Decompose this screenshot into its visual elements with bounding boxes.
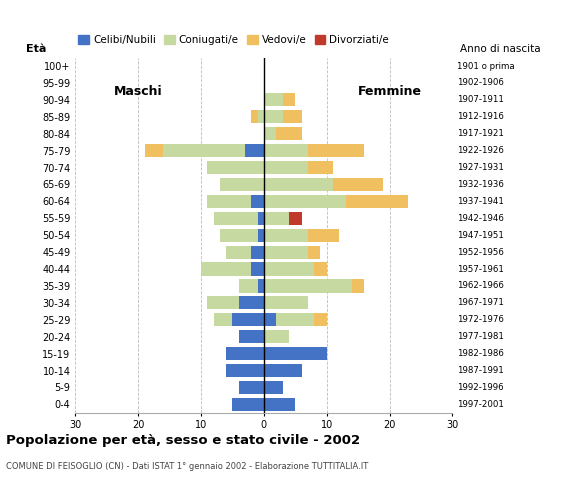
Bar	[264, 381, 283, 394]
Bar	[220, 178, 264, 191]
Text: 1952-1956: 1952-1956	[458, 248, 504, 257]
Bar	[264, 296, 308, 310]
Bar	[258, 212, 264, 225]
Text: 1987-1991: 1987-1991	[458, 366, 504, 375]
Text: 1912-1916: 1912-1916	[458, 112, 504, 121]
Bar	[251, 245, 264, 259]
Bar	[207, 161, 264, 174]
Text: 1907-1911: 1907-1911	[458, 96, 504, 104]
Text: Anno di nascita: Anno di nascita	[460, 44, 541, 54]
Bar	[308, 144, 364, 157]
Text: 1962-1966: 1962-1966	[458, 281, 504, 290]
Bar	[264, 279, 352, 292]
Bar	[308, 161, 333, 174]
Bar	[208, 296, 239, 310]
Bar	[264, 212, 289, 225]
Text: 1977-1981: 1977-1981	[458, 332, 504, 341]
Bar	[289, 212, 302, 225]
Bar	[264, 228, 308, 242]
Bar	[164, 144, 245, 157]
Bar	[264, 93, 283, 107]
Text: Femmine: Femmine	[357, 85, 422, 98]
Bar	[352, 279, 364, 292]
Text: 1947-1951: 1947-1951	[458, 231, 504, 240]
Bar	[251, 110, 258, 123]
Bar	[233, 398, 264, 411]
Bar	[264, 330, 289, 343]
Bar	[314, 313, 327, 326]
Bar	[264, 178, 333, 191]
Text: 1902-1906: 1902-1906	[458, 78, 504, 87]
Bar	[264, 313, 277, 326]
Text: Maschi: Maschi	[114, 85, 162, 98]
Bar	[308, 245, 320, 259]
Bar	[346, 195, 408, 208]
Text: 1901 o prima: 1901 o prima	[458, 61, 515, 71]
Bar	[264, 398, 295, 411]
Bar	[277, 313, 314, 326]
Text: 1932-1936: 1932-1936	[458, 180, 504, 189]
Bar	[213, 212, 258, 225]
Bar	[226, 347, 264, 360]
Text: 1922-1926: 1922-1926	[458, 146, 504, 155]
Text: 1972-1976: 1972-1976	[458, 315, 504, 324]
Text: 1982-1986: 1982-1986	[458, 349, 504, 358]
Bar	[314, 263, 327, 276]
Bar	[251, 263, 264, 276]
Bar	[264, 127, 277, 140]
Bar	[144, 144, 164, 157]
Bar	[264, 195, 346, 208]
Bar	[264, 144, 308, 157]
Bar	[233, 313, 264, 326]
Bar	[201, 263, 251, 276]
Bar	[207, 195, 251, 208]
Bar	[258, 279, 264, 292]
Bar	[333, 178, 383, 191]
Bar	[213, 313, 233, 326]
Bar	[258, 110, 264, 123]
Bar	[277, 127, 302, 140]
Text: Età: Età	[27, 44, 47, 54]
Bar	[264, 245, 308, 259]
Bar	[239, 330, 264, 343]
Text: 1927-1931: 1927-1931	[458, 163, 504, 172]
Text: Popolazione per età, sesso e stato civile - 2002: Popolazione per età, sesso e stato civil…	[6, 434, 360, 447]
Bar	[264, 347, 327, 360]
Bar	[264, 364, 302, 377]
Bar	[283, 110, 302, 123]
Text: 1917-1921: 1917-1921	[458, 129, 504, 138]
Bar	[239, 279, 258, 292]
Bar	[264, 263, 314, 276]
Bar	[264, 161, 308, 174]
Bar	[239, 381, 264, 394]
Text: 1957-1961: 1957-1961	[458, 264, 504, 274]
Text: 1942-1946: 1942-1946	[458, 214, 504, 223]
Bar	[226, 245, 251, 259]
Bar	[251, 195, 264, 208]
Bar	[258, 228, 264, 242]
Bar	[245, 144, 264, 157]
Bar	[239, 296, 264, 310]
Bar	[264, 110, 283, 123]
Text: 1992-1996: 1992-1996	[458, 383, 504, 392]
Text: COMUNE DI FEISOGLIO (CN) - Dati ISTAT 1° gennaio 2002 - Elaborazione TUTTITALIA.: COMUNE DI FEISOGLIO (CN) - Dati ISTAT 1°…	[6, 462, 368, 471]
Bar	[220, 228, 258, 242]
Text: 1937-1941: 1937-1941	[458, 197, 504, 206]
Bar	[226, 364, 264, 377]
Text: 1997-2001: 1997-2001	[458, 400, 504, 409]
Text: 1967-1971: 1967-1971	[458, 299, 504, 307]
Legend: Celibi/Nubili, Coniugati/e, Vedovi/e, Divorziati/e: Celibi/Nubili, Coniugati/e, Vedovi/e, Di…	[74, 31, 393, 49]
Bar	[308, 228, 339, 242]
Bar	[283, 93, 295, 107]
